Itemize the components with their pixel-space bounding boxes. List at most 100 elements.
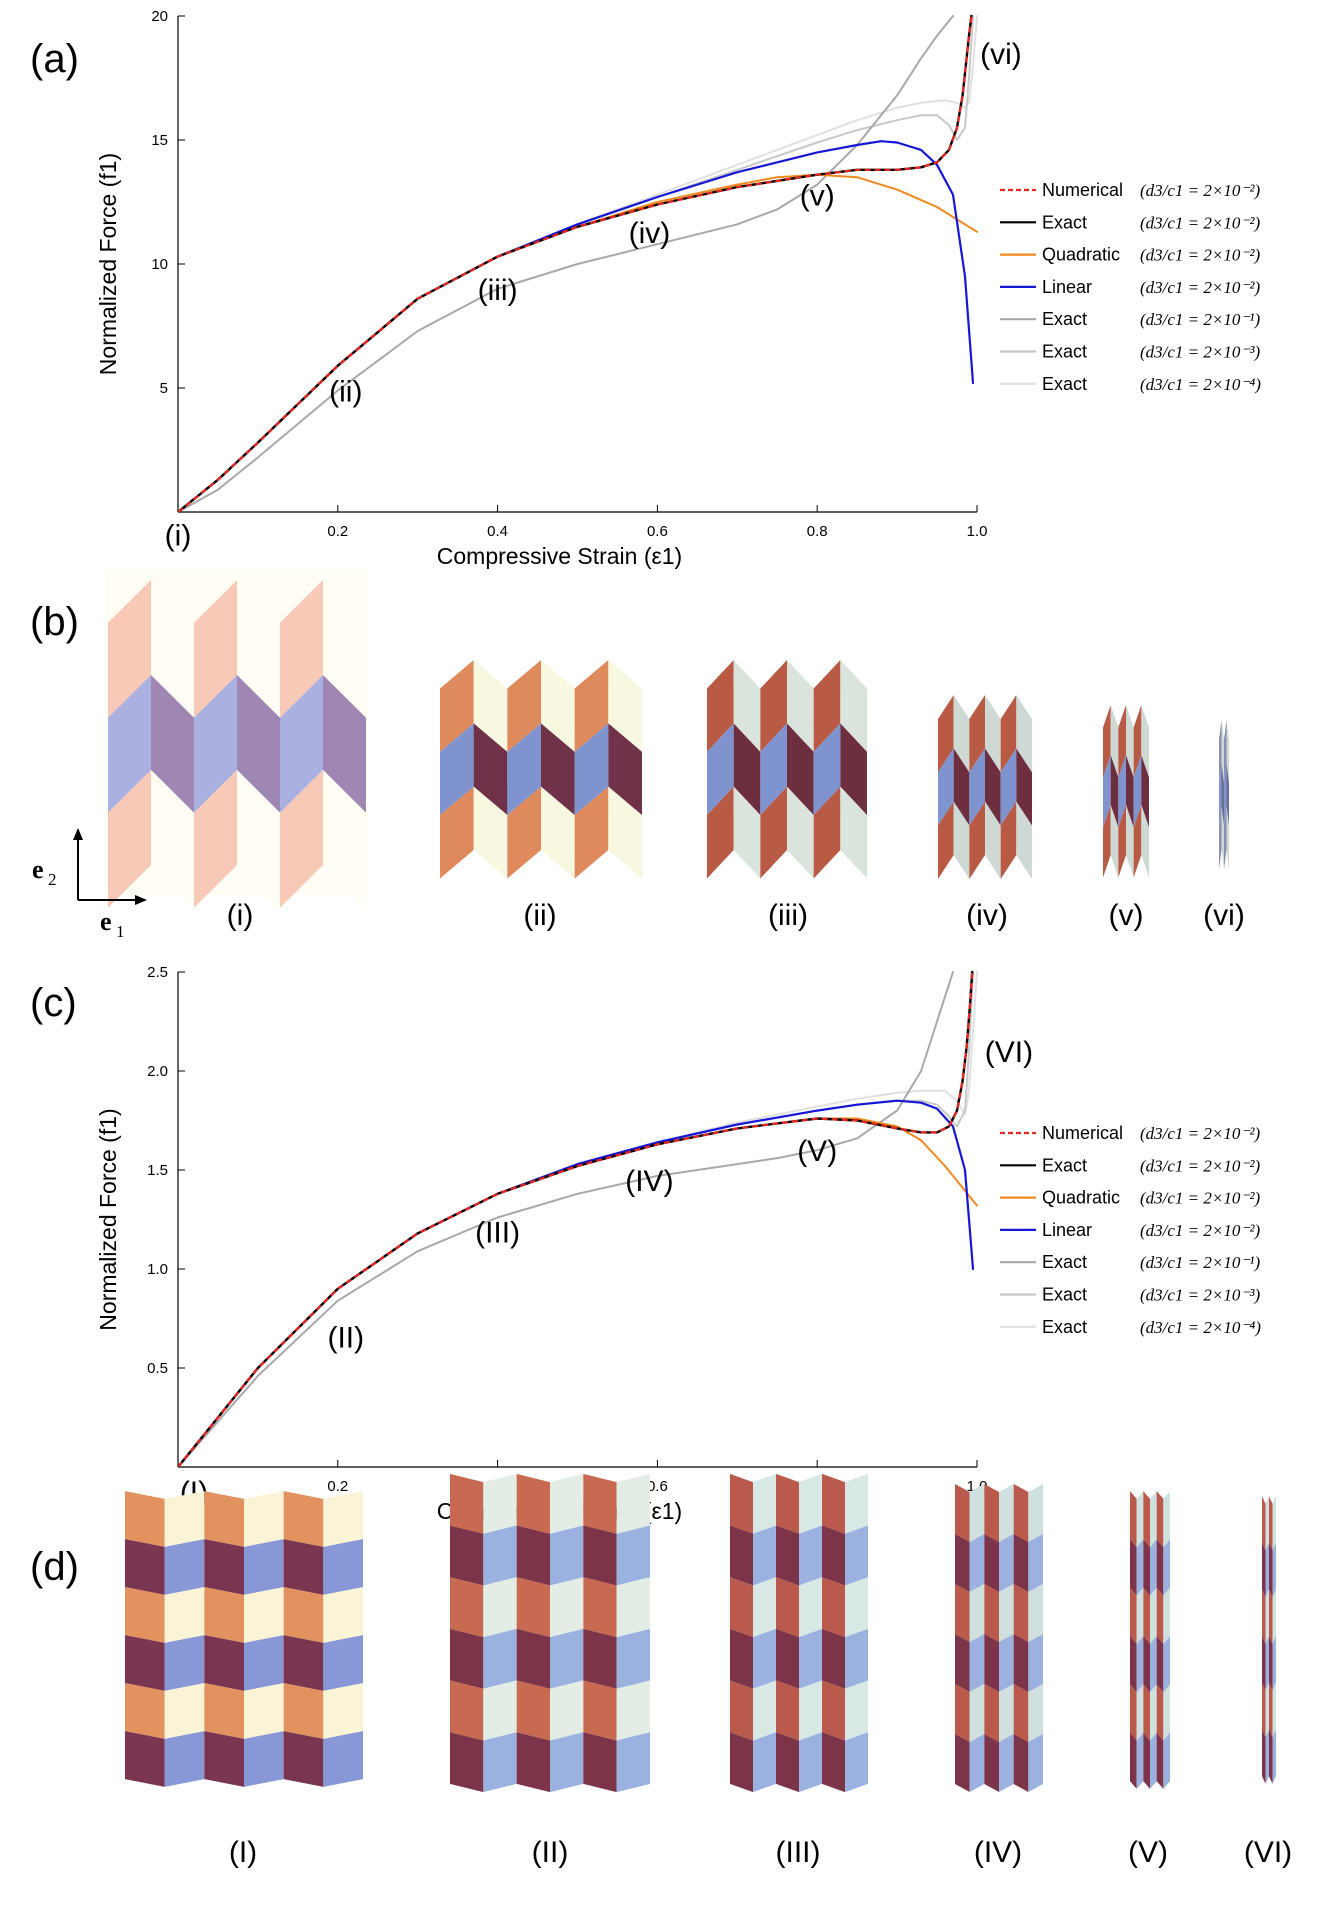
origami-facet — [969, 1634, 985, 1692]
origami-facet — [1136, 1732, 1144, 1789]
legend-param: (d3/c1 = 2×10⁻²) — [1140, 246, 1260, 265]
origami-facet — [483, 1732, 517, 1793]
series-line — [178, 1099, 975, 1467]
origami-facet — [1265, 1682, 1269, 1738]
origami-facet — [194, 675, 237, 813]
origami-facet — [450, 1732, 484, 1793]
stage-annotation: (vi) — [980, 38, 1022, 71]
origami-facet — [969, 1484, 985, 1542]
shape-label: (iv) — [966, 899, 1008, 932]
origami-facet — [776, 1732, 799, 1793]
origami-facet — [813, 723, 841, 816]
origami-facet — [984, 1584, 999, 1642]
origami-facet — [1130, 1684, 1137, 1741]
legend-param: (d3/c1 = 2×10⁻⁴) — [1140, 375, 1261, 394]
stage-annotation: (IV) — [625, 1165, 673, 1198]
origami-facet — [999, 1684, 1014, 1742]
origami-facet — [323, 580, 366, 718]
origami-facet — [283, 1731, 324, 1787]
origami-facet — [616, 1473, 650, 1534]
x-tick-label: 0.6 — [647, 1478, 668, 1495]
origami-facet — [984, 1534, 999, 1592]
origami-facet — [108, 770, 151, 908]
origami-facet — [616, 1577, 650, 1638]
origami-facet — [450, 1628, 484, 1689]
origami-facet — [616, 1628, 650, 1689]
origami-facet — [323, 1539, 363, 1595]
y-tick-label: 15 — [151, 132, 168, 149]
legend-label: Exact — [1042, 1285, 1087, 1305]
origami-facet — [194, 580, 237, 718]
origami-facet — [799, 1525, 822, 1586]
legend-param: (d3/c1 = 2×10⁻¹) — [1140, 310, 1260, 329]
origami-facet — [541, 723, 575, 816]
origami-facet — [707, 660, 734, 752]
y-tick-label: 2.0 — [147, 1063, 168, 1080]
origami-facet — [1130, 1587, 1137, 1644]
origami-facet — [541, 786, 575, 879]
origami-facet — [283, 1635, 324, 1691]
origami-facet — [323, 675, 366, 813]
origami-facet — [1013, 1584, 1029, 1642]
origami-facet — [999, 1634, 1014, 1692]
stage-annotation: (ii) — [329, 375, 362, 408]
origami-facet — [151, 675, 194, 813]
origami-facet — [1130, 1732, 1137, 1789]
origami-facet — [1110, 805, 1119, 878]
series-line — [178, 15, 973, 512]
origami-facet — [1016, 801, 1032, 879]
origami-facet — [1262, 1589, 1266, 1644]
origami-facet — [813, 660, 841, 752]
origami-facet — [955, 1634, 970, 1692]
origami-facet — [799, 1473, 822, 1534]
origami-facet — [953, 801, 970, 879]
origami-facet — [730, 1732, 753, 1793]
origami-facet — [583, 1577, 617, 1638]
origami-facet — [1163, 1636, 1170, 1693]
origami-facet — [799, 1577, 822, 1638]
origami-facet — [125, 1587, 165, 1643]
origami-facet — [822, 1473, 845, 1534]
origami-facet — [125, 1635, 165, 1691]
origami-facet — [1163, 1491, 1170, 1548]
origami-facet — [1143, 1684, 1150, 1741]
stage-annotation: (v) — [800, 180, 835, 213]
origami-facet — [280, 580, 323, 718]
origami-facet — [1150, 1491, 1157, 1548]
origami-facet — [541, 660, 575, 752]
series-line — [178, 140, 975, 512]
origami-facet — [953, 695, 970, 773]
origami-facet — [450, 1525, 484, 1586]
origami-facet — [776, 1628, 799, 1689]
origami-facet — [507, 786, 541, 879]
origami-facet — [938, 801, 954, 879]
origami-facet — [787, 723, 814, 816]
legend-label: Exact — [1042, 342, 1087, 362]
origami-facet — [616, 1525, 650, 1586]
origami-facet — [483, 1628, 517, 1689]
origami-facet — [550, 1577, 584, 1638]
origami-facet — [822, 1525, 845, 1586]
origami-facet — [1221, 763, 1224, 827]
origami-facet — [194, 770, 237, 908]
origami-facet — [164, 1683, 205, 1739]
origami-facet — [1141, 755, 1149, 828]
x-axis-label: Compressive Strain (ε1) — [437, 543, 682, 569]
origami-facet — [1262, 1729, 1266, 1784]
origami-facet — [244, 1731, 284, 1787]
origami-facet — [845, 1577, 868, 1638]
origami-facet — [164, 1731, 205, 1787]
origami-facet — [108, 580, 151, 718]
panel-label-d: (d) — [30, 1545, 79, 1589]
origami-facet — [164, 1491, 205, 1547]
origami-facet — [244, 1491, 284, 1547]
origami-facet — [1013, 1634, 1029, 1692]
origami-facet — [845, 1473, 868, 1534]
origami-facet — [1163, 1587, 1170, 1644]
origami-facet — [840, 786, 867, 879]
origami-facet — [999, 1534, 1014, 1592]
legend-label: Exact — [1042, 1252, 1087, 1272]
origami-facet — [776, 1473, 799, 1534]
origami-facet — [1000, 695, 1017, 773]
